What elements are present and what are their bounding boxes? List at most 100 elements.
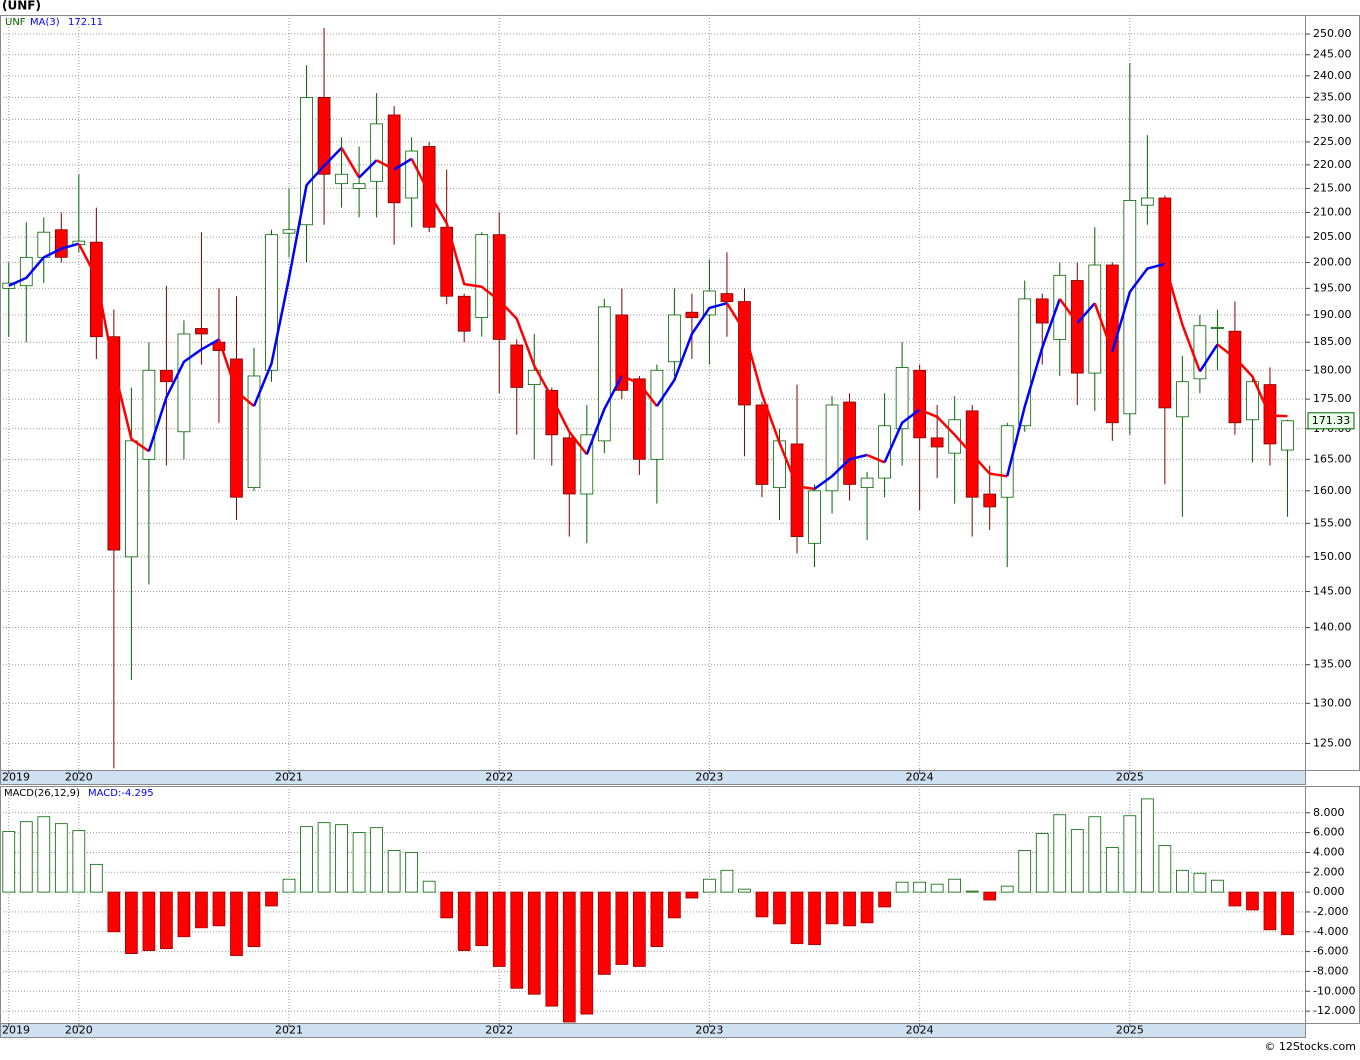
bar (352, 832, 366, 893)
bar (1018, 850, 1032, 893)
bar (510, 891, 524, 989)
legend-label: MA(3) (30, 17, 60, 28)
bar (2, 831, 16, 893)
candle-body (89, 241, 103, 338)
x-tick-label: 2022 (485, 771, 513, 784)
candle-body (1176, 381, 1189, 418)
bar (1281, 891, 1294, 936)
y-tick-label: 155.00 (1313, 516, 1352, 529)
candle-body (422, 146, 436, 228)
candle-body (54, 229, 68, 258)
candle-body (1070, 280, 1084, 374)
candle-body (913, 369, 926, 439)
x-tick-label: 2025 (1116, 1024, 1144, 1037)
bar (703, 878, 716, 893)
bar (72, 830, 86, 893)
candle-body (352, 183, 366, 189)
y-tick-label: 240.00 (1313, 69, 1352, 82)
bar (1035, 833, 1049, 893)
ma-line (410, 158, 588, 456)
y-tick-label: 125.00 (1313, 736, 1352, 749)
candle-body (142, 369, 156, 460)
y-tick-label: -10.000 (1313, 984, 1355, 997)
bar (422, 880, 436, 893)
candle-body (633, 378, 646, 460)
candle-body (703, 290, 716, 316)
bar (1088, 816, 1102, 893)
candle-body (405, 150, 419, 199)
last-price-box (1307, 412, 1355, 430)
bar (19, 821, 33, 893)
bar (282, 878, 296, 893)
bar (370, 827, 383, 893)
y-tick-label: 250.00 (1313, 27, 1352, 40)
candle-body (597, 306, 611, 442)
chart-title: (UNF) (2, 0, 41, 13)
candle-body (1228, 330, 1242, 424)
candle-body (930, 437, 944, 448)
candle-body (160, 369, 173, 383)
candle-body (387, 114, 401, 204)
y-tick-label: 165.00 (1313, 452, 1352, 465)
bar (177, 891, 191, 938)
bar (1193, 872, 1207, 893)
ma-line (919, 408, 1008, 478)
footer: © 12Stocks.com (1264, 1040, 1356, 1053)
bar (965, 890, 979, 893)
bar (1211, 879, 1224, 893)
bar (195, 891, 208, 929)
y-tick-label: 200.00 (1313, 255, 1352, 268)
candle-body (1035, 298, 1049, 324)
bar (878, 891, 891, 908)
bar (843, 891, 856, 927)
x-tick-label: 2019 (2, 1024, 30, 1037)
y-tick-label: 195.00 (1313, 281, 1352, 294)
bar (300, 826, 313, 893)
bar (1176, 869, 1189, 893)
bar (755, 891, 769, 918)
bar (930, 883, 944, 893)
bar (860, 891, 874, 924)
bar (580, 891, 594, 1015)
x-tick-label: 2020 (65, 771, 93, 784)
candle-body (720, 293, 734, 302)
bar (89, 863, 103, 893)
candle-body (1140, 197, 1154, 206)
legend-value: -4.295 (121, 788, 153, 799)
candle-body (755, 404, 769, 485)
bar (1246, 891, 1259, 911)
candle-body (265, 234, 278, 371)
bar (335, 824, 348, 893)
bar (650, 891, 664, 948)
candle-body (580, 434, 594, 495)
bar (1070, 829, 1084, 893)
candle-body (195, 328, 208, 335)
x-tick-label: 2023 (695, 1024, 723, 1037)
y-tick-label: -4.000 (1313, 925, 1348, 938)
ma-line (725, 302, 815, 491)
ma-line (376, 159, 395, 171)
candle-body (335, 173, 348, 185)
bar (160, 891, 173, 950)
bar (545, 891, 559, 1007)
y-tick-label: 210.00 (1313, 206, 1352, 219)
bar (1105, 847, 1119, 893)
y-tick-label: 220.00 (1313, 158, 1352, 171)
ma-line (358, 159, 378, 179)
bar (37, 816, 51, 893)
bar (405, 852, 419, 893)
candle-body (1000, 425, 1014, 498)
candle-body (825, 404, 839, 492)
candle-body (1105, 264, 1119, 424)
candle-body (983, 493, 997, 508)
candle-body (860, 477, 874, 489)
ma-line (1198, 343, 1219, 373)
y-tick-label: 6.000 (1313, 826, 1345, 839)
ma-line (1076, 302, 1096, 324)
y-tick-label: 160.00 (1313, 484, 1352, 497)
y-tick-label: 150.00 (1313, 550, 1352, 563)
bar (738, 888, 751, 893)
candle-body (492, 234, 506, 340)
y-tick-label: 230.00 (1313, 112, 1352, 125)
